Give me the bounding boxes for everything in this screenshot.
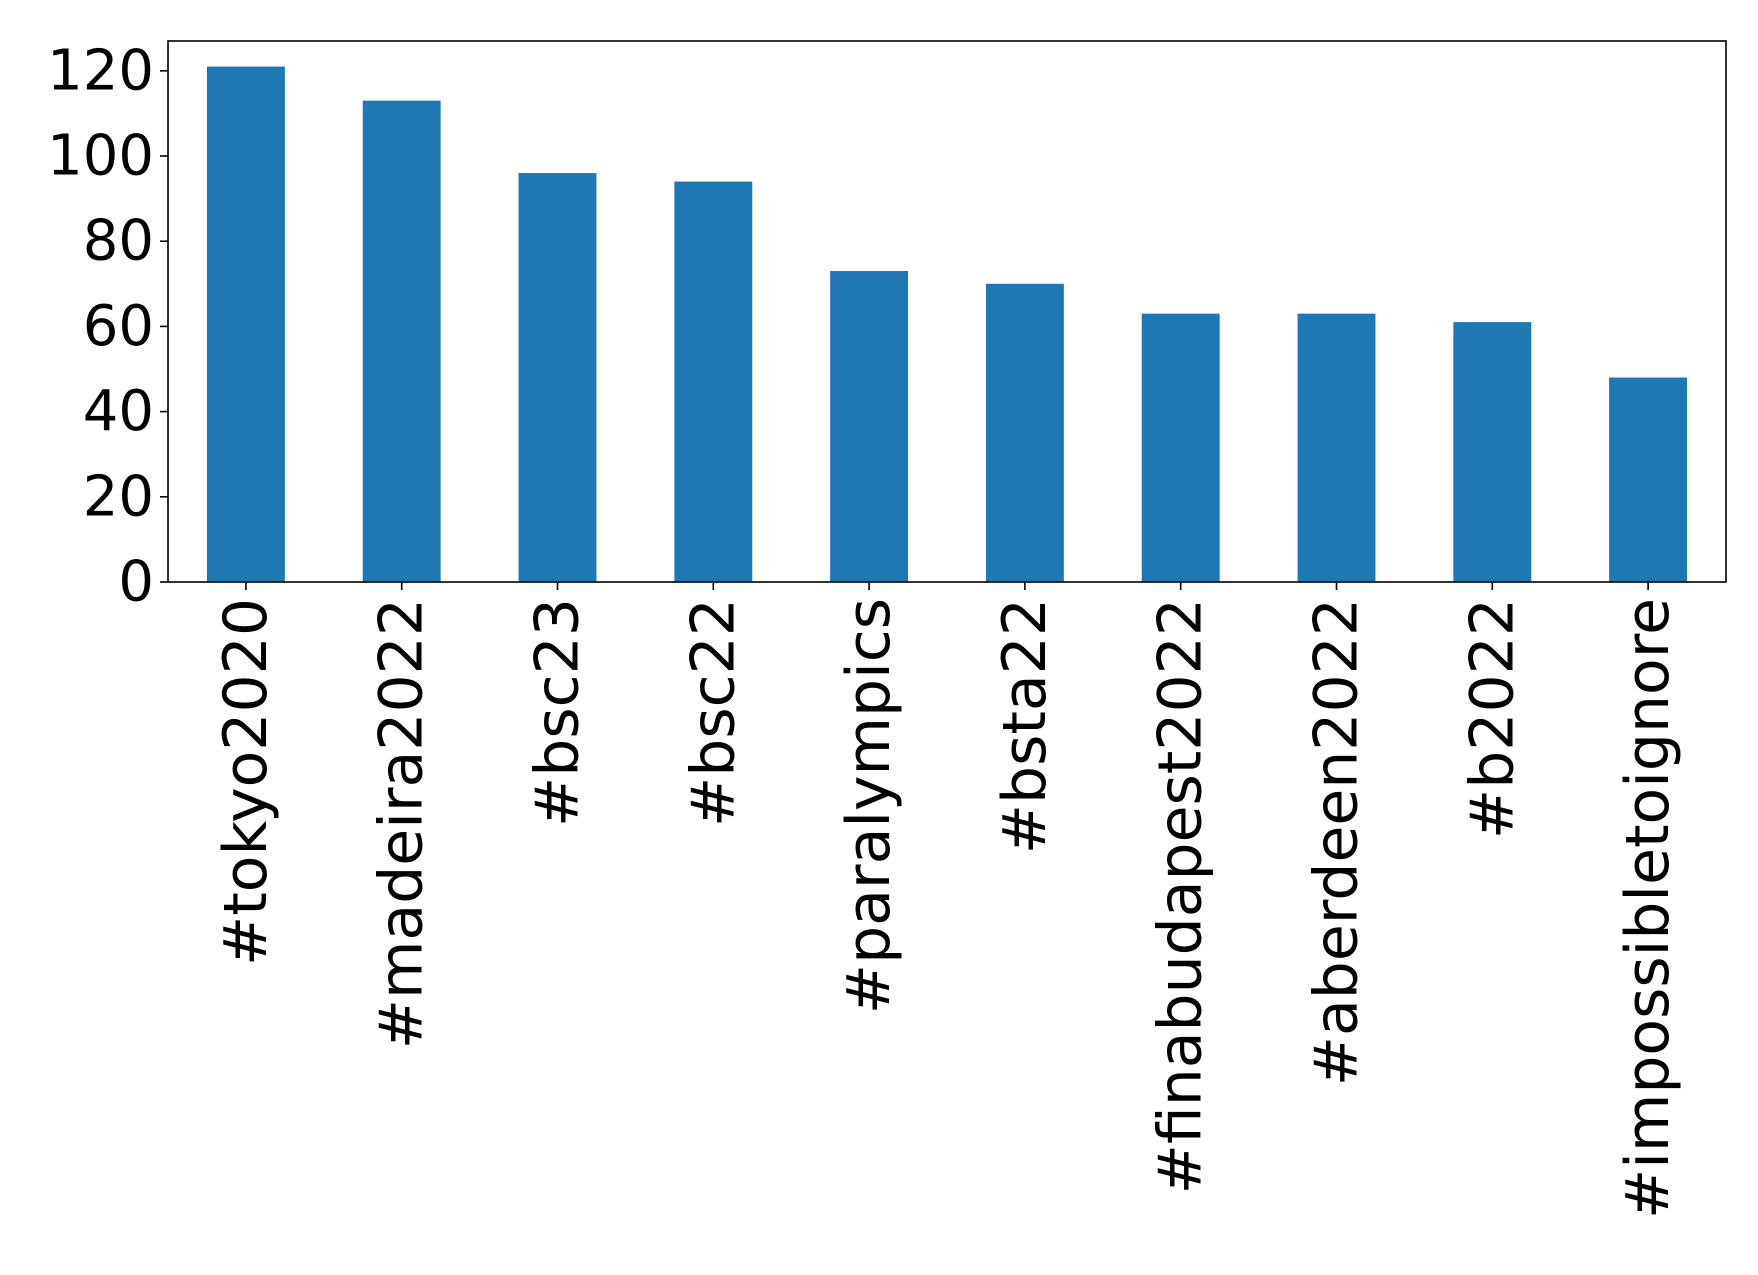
x-tick-label: #bsc23 bbox=[523, 598, 593, 827]
x-tick-label: #finabudapest2022 bbox=[1146, 598, 1216, 1194]
y-tick-label: 100 bbox=[47, 124, 154, 189]
bar-bsta22 bbox=[985, 283, 1064, 582]
x-axis: #tokyo2020 #madeira2022 #bsc23 #bsc22 #paral… bbox=[211, 582, 1683, 1219]
bar-b2022 bbox=[1453, 322, 1532, 582]
bar-madeira2022 bbox=[362, 100, 441, 583]
x-tick-label: #tokyo2020 bbox=[211, 598, 281, 966]
y-axis: 0 20 40 60 80 100 120 bbox=[47, 38, 168, 615]
y-tick-label: 40 bbox=[83, 379, 154, 444]
y-tick-label: 0 bbox=[118, 550, 154, 615]
y-tick-label: 60 bbox=[83, 294, 154, 359]
x-tick-label: #impossibletoignore bbox=[1613, 598, 1683, 1219]
x-tick-label: #bsta22 bbox=[990, 598, 1060, 854]
bar-aberdeen2022 bbox=[1297, 313, 1376, 582]
y-tick-label: 20 bbox=[83, 464, 154, 529]
x-tick-label: #madeira2022 bbox=[367, 598, 437, 1049]
bar-bsc22 bbox=[674, 181, 753, 582]
bar-tokyo2020 bbox=[206, 66, 285, 582]
bars-group bbox=[206, 66, 1688, 583]
bar-bsc23 bbox=[518, 173, 597, 582]
x-tick-label: #aberdeen2022 bbox=[1302, 598, 1372, 1086]
y-tick-label: 120 bbox=[47, 38, 154, 103]
plot-frame bbox=[167, 40, 1727, 583]
x-tick-label: #paralympics bbox=[834, 598, 904, 1014]
bar-impossibletoignore bbox=[1609, 377, 1688, 582]
x-tick-label: #bsc22 bbox=[678, 598, 748, 827]
bar-finabudapest2022 bbox=[1141, 313, 1220, 582]
bar-paralympics bbox=[830, 271, 909, 582]
y-tick-label: 80 bbox=[83, 209, 154, 274]
x-tick-label: #b2022 bbox=[1457, 598, 1527, 839]
